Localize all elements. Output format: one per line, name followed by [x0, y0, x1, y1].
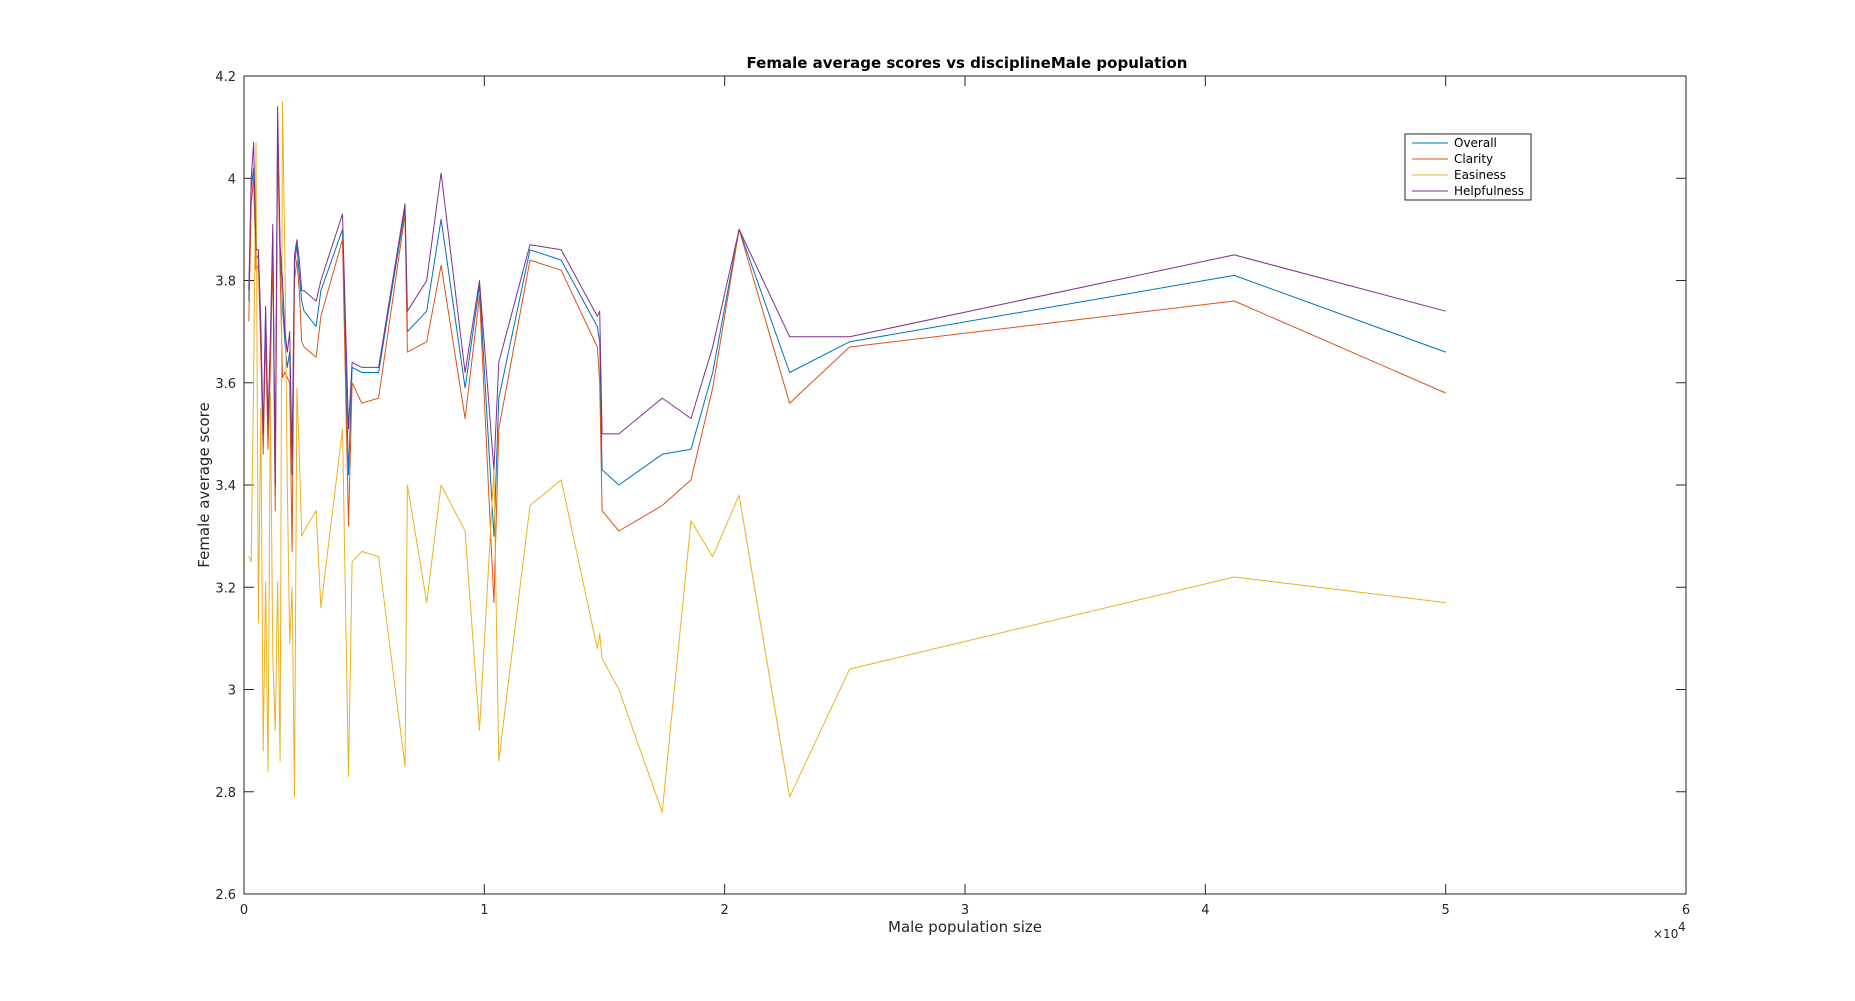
legend-label-helpfulness: Helpfulness — [1454, 184, 1524, 198]
x-tick-label: 6 — [1682, 903, 1690, 918]
y-tick-label: 2.6 — [215, 888, 236, 903]
x-exponent: ×10 4 — [1653, 920, 1686, 941]
x-tick-label: 4 — [1201, 903, 1209, 918]
x-axis-label: Male population size — [888, 918, 1042, 936]
series-line-easiness — [248, 101, 1446, 813]
x-exponent-base: ×10 — [1653, 927, 1678, 941]
legend-entry-overall: Overall — [1412, 136, 1497, 150]
legend-label-clarity: Clarity — [1454, 152, 1493, 166]
x-tick-label: 0 — [240, 903, 248, 918]
series-lines — [248, 101, 1446, 813]
y-tick-label: 3.6 — [215, 377, 236, 392]
x-tick-label: 3 — [961, 903, 969, 918]
x-tick-label: 1 — [480, 903, 488, 918]
plot-area — [244, 76, 1686, 894]
y-tick-label: 3.4 — [215, 479, 236, 494]
legend-label-overall: Overall — [1454, 136, 1497, 150]
chart-title: Female average scores vs disciplineMale … — [747, 54, 1188, 72]
legend: Overall Clarity Easiness Helpfulness — [1404, 133, 1532, 201]
legend-entry-clarity: Clarity — [1412, 152, 1493, 166]
y-tick-label: 3.2 — [215, 581, 236, 596]
legend-box — [1404, 133, 1532, 201]
y-tick-label: 4 — [228, 172, 236, 187]
x-exponent-power: 4 — [1678, 920, 1686, 934]
series-line-clarity — [248, 136, 1446, 604]
legend-label-easiness: Easiness — [1454, 168, 1506, 182]
series-line-helpfulness — [248, 106, 1446, 486]
y-tick-label: 3.8 — [215, 275, 236, 290]
y-tick-label: 4.2 — [215, 70, 236, 85]
legend-entry-easiness: Easiness — [1412, 168, 1506, 182]
y-axis-label: Female average score — [195, 402, 213, 567]
x-axis-ticks: 0 1 2 3 4 5 6 — [240, 76, 1690, 918]
y-tick-label: 2.8 — [215, 786, 236, 801]
plot-box — [243, 75, 1687, 895]
y-tick-label: 3 — [228, 684, 236, 699]
legend-entry-helpfulness: Helpfulness — [1412, 184, 1524, 198]
x-tick-label: 2 — [721, 903, 729, 918]
x-tick-label: 5 — [1442, 903, 1450, 918]
